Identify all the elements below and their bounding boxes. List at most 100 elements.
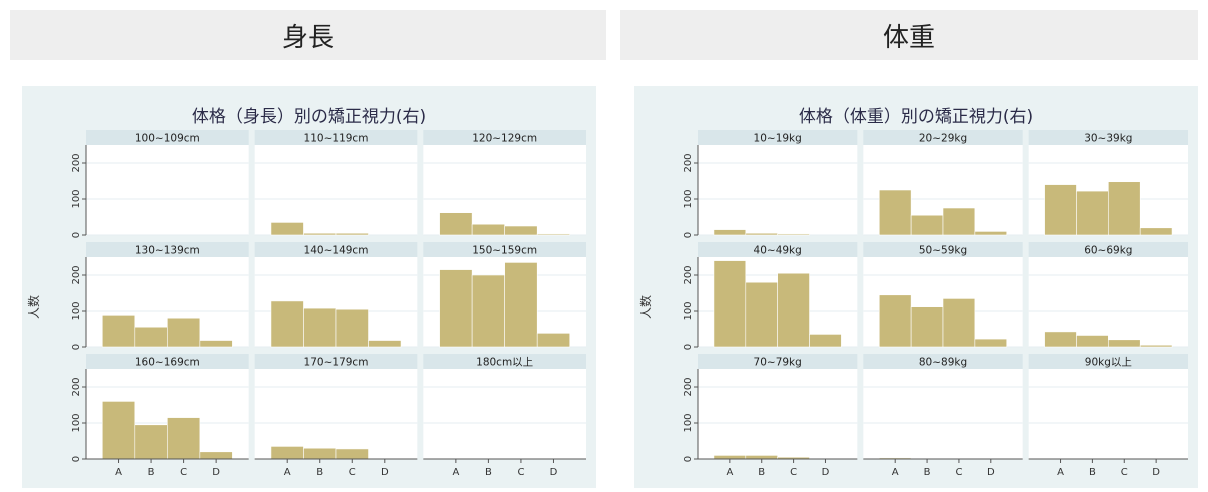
panel-label: 10~19kg xyxy=(754,133,802,145)
x-tick-label-D: D xyxy=(550,467,558,478)
bar-A xyxy=(878,189,912,236)
panel-plot-area xyxy=(698,369,858,459)
x-tick-label-C: C xyxy=(349,467,356,478)
bar-A xyxy=(439,269,473,348)
y-tick-label: 0 xyxy=(71,232,82,238)
x-tick-label-B: B xyxy=(924,467,931,478)
panel-label: 140~149cm xyxy=(304,245,369,257)
panel-100~109cm: 100~109cm 0 100 200 xyxy=(71,130,249,238)
bar-B xyxy=(303,307,337,348)
x-tick-label-C: C xyxy=(1121,467,1128,478)
weight-chart: 体格（体重）別の矯正視力(右) 人数 10~19kg 0 100 200 20~29kg 30… xyxy=(634,86,1198,488)
bar-D xyxy=(974,338,1008,348)
bar-B xyxy=(1076,190,1109,236)
panel-70~79kg: 70~79kg 0 100 200 A B C D xyxy=(683,354,858,478)
y-tick-label: 0 xyxy=(683,456,694,462)
bar-A xyxy=(713,229,747,236)
bar-B xyxy=(303,232,337,236)
header-height: 身長 xyxy=(10,10,606,60)
y-tick-label: 0 xyxy=(683,344,694,350)
panel-150~159cm: 150~159cm xyxy=(423,242,586,348)
bar-D xyxy=(974,231,1008,236)
panel-170~179cm: 170~179cm A B C D xyxy=(254,354,418,478)
bar-A xyxy=(101,401,136,460)
panel-label: 80~89kg xyxy=(919,357,967,369)
panel-strip xyxy=(86,130,249,145)
x-tick-label-D: D xyxy=(822,467,830,478)
bar-C xyxy=(335,232,369,236)
x-tick-label-D: D xyxy=(212,467,220,478)
bar-B xyxy=(134,326,168,348)
bar-B xyxy=(745,455,778,460)
bar-D xyxy=(536,233,571,236)
bar-A xyxy=(439,212,473,236)
panel-40~49kg: 40~49kg 0 100 200 xyxy=(683,242,858,350)
bar-A xyxy=(270,222,304,236)
y-tick-label: 200 xyxy=(71,153,82,172)
panel-plot-area xyxy=(1028,369,1188,459)
x-tick-label-A: A xyxy=(452,467,459,478)
panel-80~89kg: 80~89kg A B C D xyxy=(863,354,1023,478)
panel-30~39kg: 30~39kg xyxy=(1028,130,1188,236)
bar-A xyxy=(713,260,747,348)
bar-B xyxy=(745,281,778,348)
bar-D xyxy=(809,334,842,348)
bar-B xyxy=(745,232,778,236)
panel-120~129cm: 120~129cm xyxy=(423,130,586,236)
y-tick-label: 0 xyxy=(71,344,82,350)
panel-plot-area xyxy=(698,145,858,235)
panel-strip xyxy=(254,242,418,257)
y-tick-label: 200 xyxy=(683,265,694,284)
bar-B xyxy=(1076,335,1109,348)
panel-label: 20~29kg xyxy=(919,133,967,145)
height-chart: 体格（身長）別の矯正視力(右) 人数 100~109cm 0 100 200 110~119… xyxy=(22,86,596,488)
bar-C xyxy=(167,417,201,460)
panel-90kg以上: 90kg以上 A B C D xyxy=(1028,354,1188,478)
panel-label: 160~169cm xyxy=(135,357,200,369)
bar-C xyxy=(942,298,976,348)
bar-C xyxy=(1108,339,1141,348)
bar-C xyxy=(504,262,538,348)
header-weight-label: 体重 xyxy=(882,22,935,53)
bar-A xyxy=(270,300,304,348)
panel-strip xyxy=(423,130,586,145)
panel-label: 30~39kg xyxy=(1084,133,1132,145)
panel-label: 90kg以上 xyxy=(1085,357,1132,369)
y-tick-label: 200 xyxy=(683,153,694,172)
x-tick-label-C: C xyxy=(955,467,962,478)
y-tick-label: 0 xyxy=(71,456,82,462)
bar-A xyxy=(1044,331,1077,348)
bar-D xyxy=(199,340,233,348)
x-tick-label-D: D xyxy=(1152,467,1160,478)
panel-label: 70~79kg xyxy=(754,357,802,369)
panel-label: 110~119cm xyxy=(304,133,369,145)
bar-B xyxy=(910,306,944,348)
panel-label: 150~159cm xyxy=(472,245,537,257)
header-weight: 体重 xyxy=(620,10,1198,60)
panel-plot-area xyxy=(423,369,586,459)
x-tick-label-A: A xyxy=(115,467,122,478)
x-tick-label-C: C xyxy=(517,467,524,478)
bar-C xyxy=(942,207,976,236)
bar-C xyxy=(167,317,201,348)
panel-label: 170~179cm xyxy=(304,357,369,369)
panel-strip xyxy=(254,130,418,145)
bar-D xyxy=(1139,227,1173,236)
y-tick-label: 0 xyxy=(683,232,694,238)
panel-strip xyxy=(698,354,858,369)
panel-110~119cm: 110~119cm xyxy=(254,130,418,236)
panel-strip xyxy=(1028,242,1188,257)
panel-label: 50~59kg xyxy=(919,245,967,257)
panel-strip xyxy=(698,242,858,257)
panel-strip xyxy=(863,354,1023,369)
panel-strip xyxy=(423,354,586,369)
panel-strip xyxy=(698,130,858,145)
x-tick-label-B: B xyxy=(316,467,323,478)
panel-140~149cm: 140~149cm xyxy=(254,242,418,348)
y-tick-label: 200 xyxy=(71,377,82,396)
bar-C xyxy=(504,225,538,236)
bar-D xyxy=(199,451,233,460)
bar-C xyxy=(777,233,810,236)
panel-20~29kg: 20~29kg xyxy=(863,130,1023,236)
panel-strip xyxy=(863,130,1023,145)
